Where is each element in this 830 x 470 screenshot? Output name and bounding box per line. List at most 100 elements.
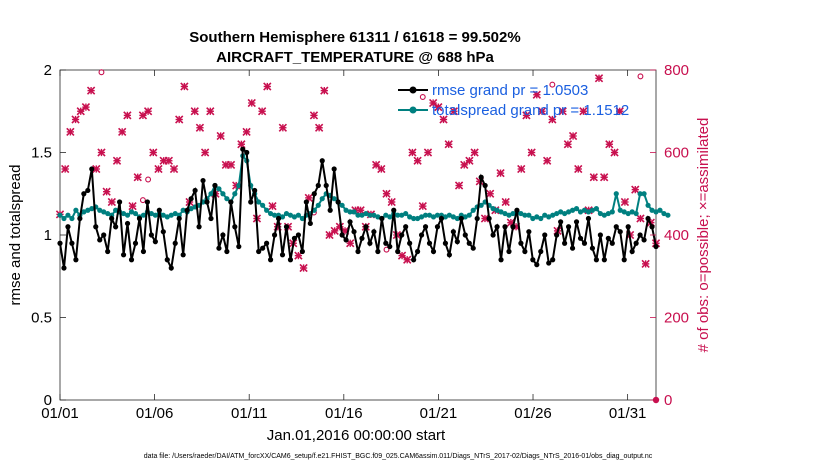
totalspread-point — [470, 207, 476, 213]
legend: rmse grand pr = 1.0503 totalspread grand… — [398, 82, 629, 119]
totalspread-point — [383, 212, 389, 218]
obs-assimilated-marker — [537, 107, 547, 116]
rmse-point — [562, 240, 568, 246]
obs-assimilated-marker — [527, 148, 536, 157]
rmse-point — [438, 215, 445, 222]
x-tick-label: 01/16 — [325, 405, 363, 422]
rmse-point — [581, 240, 588, 246]
totalspread-point — [609, 209, 615, 215]
rmse-point — [577, 235, 584, 241]
obs-assimilated-marker — [542, 156, 552, 165]
y-tick-label: 2 — [44, 62, 52, 79]
totalspread-point — [546, 214, 552, 220]
rmse-point — [260, 245, 266, 251]
totalspread-point — [291, 214, 298, 220]
totalspread-point — [490, 206, 496, 212]
obs-assimilated-marker — [242, 127, 251, 137]
rmse-point — [399, 232, 405, 238]
rmse-point — [65, 224, 71, 230]
obs-assimilated-marker — [195, 123, 205, 132]
totalspread-point — [415, 215, 421, 222]
totalspread-point — [403, 210, 409, 217]
obs-assimilated-marker — [589, 173, 598, 182]
obs-assimilated-marker — [118, 127, 127, 137]
rmse-point — [61, 265, 67, 271]
rmse-point — [422, 224, 429, 230]
x-tick-label: 01/11 — [231, 405, 267, 422]
rmse-point — [271, 232, 278, 238]
rmse-point — [585, 215, 592, 222]
y-axis-right-label: # of obs: o=possible; ×=assimilated — [695, 118, 712, 353]
rmse-point — [446, 252, 452, 258]
totalspread-point — [637, 191, 643, 197]
totalspread-point — [347, 209, 353, 215]
rmse-point — [538, 248, 544, 255]
obs-assimilated-marker — [563, 140, 573, 149]
totalspread-point — [418, 214, 425, 220]
obs-assimilated-marker — [434, 102, 443, 112]
rmse-point — [204, 199, 210, 205]
obs-assimilated-marker — [574, 164, 583, 174]
y-right-tick-label: 400 — [664, 227, 689, 244]
obs-assimilated-marker — [615, 107, 624, 116]
obs-assimilated-marker — [169, 164, 179, 174]
totalspread-point — [442, 214, 449, 220]
obs-possible-marker — [419, 94, 426, 100]
totalspread-point — [522, 212, 528, 218]
rmse-point — [474, 215, 480, 222]
obs-assimilated-marker — [226, 160, 236, 170]
rmse-point — [621, 257, 627, 263]
rmse-point — [641, 237, 647, 243]
rmse-point — [77, 215, 83, 222]
totalspread-point — [180, 207, 186, 213]
rmse-point — [593, 257, 600, 263]
totalspread-point — [649, 207, 655, 213]
totalspread-point — [665, 212, 671, 218]
rmse-point — [546, 260, 552, 266]
rmse-point — [93, 224, 99, 230]
rmse-point — [454, 239, 460, 245]
rmse-point — [232, 224, 238, 230]
rmse-point — [299, 248, 305, 255]
totalspread-point — [216, 186, 222, 192]
rmse-point — [323, 182, 329, 189]
rmse-point — [240, 146, 246, 152]
rmse-point — [367, 240, 373, 246]
rmse-point — [109, 215, 115, 222]
rmse-point — [180, 252, 186, 258]
obs-assimilated-marker — [522, 111, 531, 120]
totalspread-point — [236, 182, 242, 189]
rmse-point — [482, 182, 488, 189]
totalspread-point — [331, 196, 337, 202]
rmse-point — [275, 215, 282, 222]
totalspread-point — [633, 210, 639, 217]
rmse-point — [506, 248, 512, 255]
y-right-tick-label: 800 — [664, 62, 689, 79]
totalspread-point — [343, 207, 349, 213]
rmse-point — [542, 232, 548, 238]
rmse-point — [144, 199, 151, 205]
obs-assimilated-marker — [247, 98, 256, 108]
rmse-point — [73, 257, 79, 263]
obs-assimilated-marker — [180, 82, 189, 91]
rmse-point — [633, 240, 639, 246]
rmse-point — [307, 220, 313, 227]
obs-assimilated-marker — [387, 197, 396, 207]
totalspread-point — [621, 209, 627, 215]
obs-assimilated-marker — [548, 115, 557, 124]
totalspread-point — [124, 212, 131, 218]
obs-assimilated-marker — [61, 164, 70, 174]
rmse-point — [625, 224, 631, 230]
obs-assimilated-marker — [128, 201, 137, 211]
rmse-point — [220, 232, 226, 238]
obs-assimilated-marker — [532, 90, 541, 99]
obs-assimilated-marker — [408, 148, 417, 157]
rmse-point — [224, 248, 230, 255]
obs-assimilated-marker — [66, 127, 75, 137]
totalspread-point — [407, 214, 413, 220]
totalspread-point — [573, 206, 580, 212]
obs-assimilated-marker — [403, 255, 412, 264]
rmse-point — [609, 240, 615, 246]
totalspread-point — [510, 210, 516, 217]
rmse-point — [550, 257, 556, 263]
